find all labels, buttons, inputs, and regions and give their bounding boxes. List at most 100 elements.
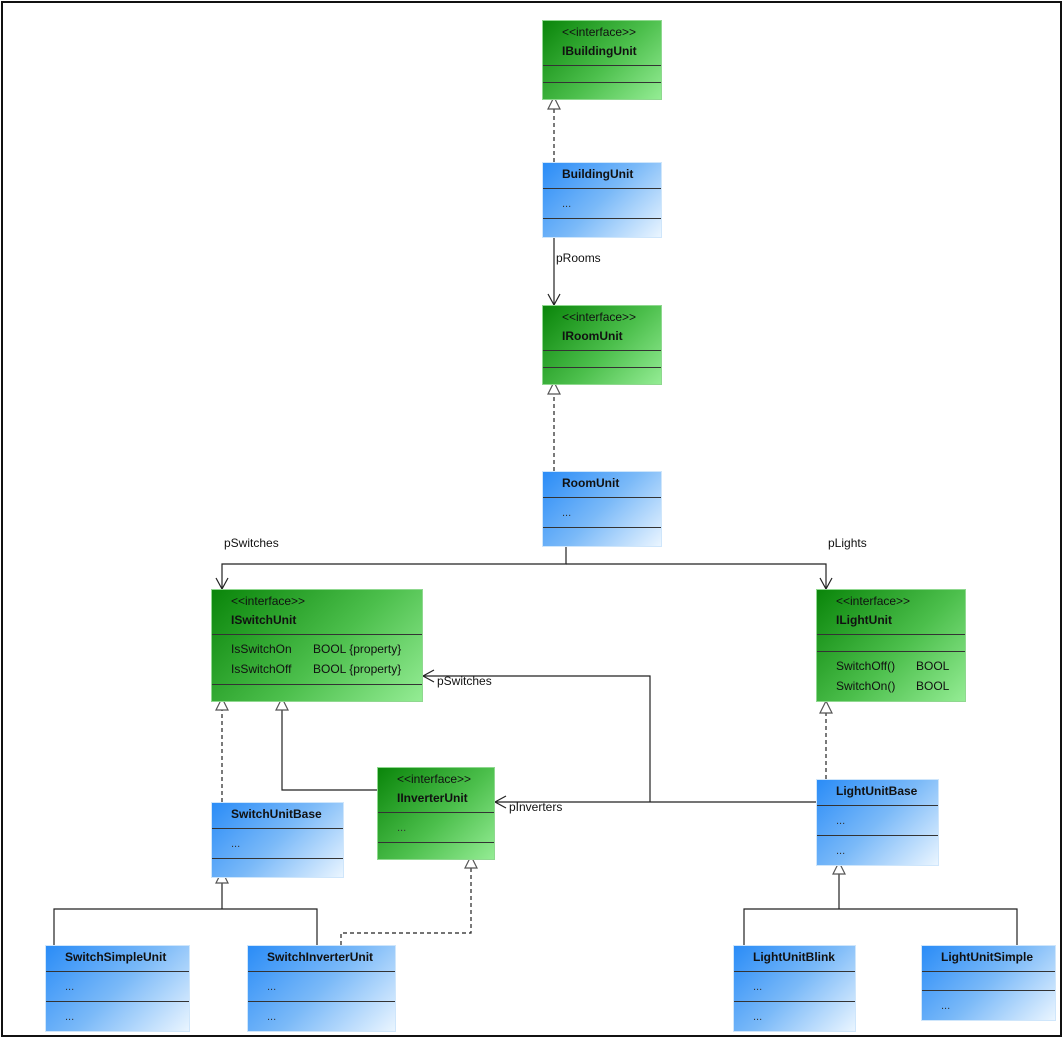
member-name: ... (941, 1000, 951, 1012)
class-box-buildingunit[interactable]: BuildingUnit... (542, 162, 662, 238)
attributes-compartment: ... (543, 188, 661, 218)
operations-compartment (543, 82, 661, 99)
label-pswitches-room: pSwitches (224, 536, 279, 550)
hollow-triangle-arrowhead (832, 860, 846, 875)
member-row: ... (753, 1006, 855, 1026)
hollow-triangle-arrowhead (275, 696, 289, 711)
class-box-lightunitsimple[interactable]: LightUnitSimple... (921, 945, 1056, 1021)
member-row: ... (836, 810, 938, 830)
label-plights: pLights (828, 536, 867, 550)
stereotype-label: <<interface>> (397, 772, 472, 786)
hollow-triangle-arrowhead (464, 854, 478, 869)
class-box-switchunitbase[interactable]: SwitchUnitBase... (211, 802, 344, 878)
member-name: ... (562, 198, 572, 210)
generalization-light-subclasses (743, 908, 1018, 945)
class-header: BuildingUnit (543, 163, 661, 188)
label-prooms: pRooms (556, 251, 601, 265)
class-box-roomunit[interactable]: RoomUnit... (542, 471, 662, 547)
member-name: ... (397, 822, 407, 834)
class-name: SwitchSimpleUnit (65, 950, 167, 964)
stereotype-label: <<interface>> (562, 25, 637, 39)
label-pswitches-light: pSwitches (437, 674, 492, 688)
open-arrowhead (493, 795, 507, 809)
class-header: SwitchUnitBase (212, 803, 343, 828)
member-name: ... (836, 815, 846, 827)
member-row: ... (397, 817, 494, 837)
hollow-triangle-arrowhead (819, 699, 833, 714)
hollow-triangle-arrowhead (215, 696, 229, 711)
member-row: ... (941, 995, 1055, 1015)
attributes-compartment: ... (46, 971, 189, 1001)
class-header: <<interface>> IRoomUnit (543, 306, 661, 350)
operations-compartment: ... (817, 835, 938, 865)
operations-compartment: ... (248, 1001, 395, 1031)
member-name: ... (267, 981, 277, 993)
member-row: ... (267, 1006, 395, 1026)
label-pinverters: pInverters (509, 800, 563, 814)
association-pswitches (221, 539, 567, 589)
stereotype-label: <<interface>> (562, 310, 637, 324)
class-name: SwitchInverterUnit (267, 950, 374, 964)
class-name: IRoomUnit (562, 329, 623, 343)
attributes-compartment: ... (378, 812, 494, 842)
operations-compartment (378, 842, 494, 859)
class-header: SwitchSimpleUnit (46, 946, 189, 971)
member-row: SwitchOn() BOOL (836, 676, 965, 696)
attributes-compartment: ... (817, 805, 938, 835)
operations-compartment: ... (46, 1001, 189, 1031)
member-row: IsSwitchOff BOOL {property} (231, 659, 422, 679)
member-name: IsSwitchOn (231, 642, 292, 656)
association-pswitches-lightunitbase (423, 675, 651, 802)
stereotype-label: <<interface>> (231, 594, 306, 608)
class-box-iswitchunit[interactable]: <<interface>> ISwitchUnit IsSwitchOn BOOL {… (211, 589, 423, 702)
class-header: <<interface>> ILightUnit (817, 590, 965, 634)
class-name: SwitchUnitBase (231, 807, 322, 821)
member-row: ... (836, 840, 938, 860)
attributes-compartment: ... (248, 971, 395, 1001)
class-box-iinverterunit[interactable]: <<interface>> IInverterUnit... (377, 767, 495, 860)
member-type: BOOL (916, 659, 950, 673)
class-name: BuildingUnit (562, 167, 634, 181)
member-row: IsSwitchOn BOOL {property} (231, 639, 422, 659)
member-row: ... (562, 502, 661, 522)
member-name: ... (753, 981, 763, 993)
operations-compartment (212, 858, 343, 877)
class-box-ilightunit[interactable]: <<interface>> ILightUnit SwitchOff() BOOL Sw… (816, 589, 966, 702)
class-header: RoomUnit (543, 472, 661, 497)
hollow-triangle-arrowhead (547, 380, 561, 395)
class-box-ibuildingunit[interactable]: <<interface>> IBuildingUnit (542, 20, 662, 100)
operations-compartment: SwitchOff() BOOL SwitchOn() BOOL (817, 651, 965, 701)
class-box-lightunitbase[interactable]: LightUnitBase...... (816, 779, 939, 866)
member-type: BOOL {property} (313, 662, 402, 676)
association-plights (566, 563, 827, 589)
class-header: <<interface>> IBuildingUnit (543, 21, 661, 65)
class-box-switchinverterunit[interactable]: SwitchInverterUnit...... (247, 945, 396, 1032)
member-type: BOOL {property} (313, 642, 402, 656)
member-name: ... (65, 981, 75, 993)
attributes-compartment (817, 634, 965, 651)
member-name: ... (836, 845, 846, 857)
member-row: ... (267, 976, 395, 996)
class-header: LightUnitBase (817, 780, 938, 805)
class-header: LightUnitBlink (734, 946, 855, 971)
attributes-compartment: ... (734, 971, 855, 1001)
operations-compartment (543, 218, 661, 237)
member-name: SwitchOn() (836, 679, 896, 693)
open-arrowhead (421, 669, 435, 683)
operations-compartment (543, 367, 661, 384)
operations-compartment (543, 527, 661, 546)
class-name: LightUnitBlink (753, 950, 835, 964)
member-row: SwitchOff() BOOL (836, 656, 965, 676)
member-name: IsSwitchOff (231, 662, 292, 676)
class-box-lightunitblink[interactable]: LightUnitBlink...... (733, 945, 856, 1032)
generalization-iinverterunit-iswitchunit (281, 710, 377, 791)
class-box-switchsimpleunit[interactable]: SwitchSimpleUnit...... (45, 945, 190, 1032)
class-box-iroomunit[interactable]: <<interface>> IRoomUnit (542, 305, 662, 385)
class-header: <<interface>> ISwitchUnit (212, 590, 422, 634)
member-name: ... (231, 838, 241, 850)
member-row: ... (65, 976, 189, 996)
attributes-compartment (543, 350, 661, 367)
